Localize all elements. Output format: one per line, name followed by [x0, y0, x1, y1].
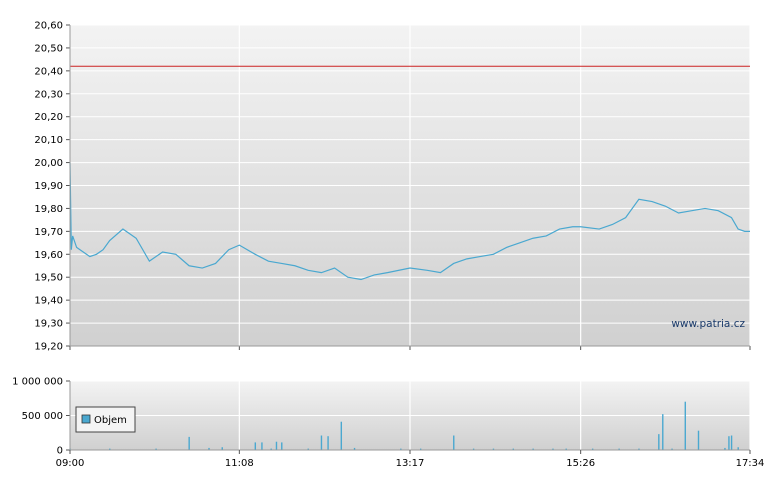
- volume-bar: [400, 448, 402, 450]
- price-grid: [69, 24, 751, 350]
- volume-bar: [684, 401, 686, 450]
- volume-legend: Objem: [75, 406, 136, 433]
- volume-panel: 0 500 000 1 000 000 09:00 11:08 13:17 15:26 17…: [12, 377, 764, 470]
- volume-bar: [512, 448, 514, 450]
- volume-bar: [472, 448, 475, 450]
- volume-bar: [419, 448, 422, 450]
- price-y-tick-label: 20,40: [34, 66, 63, 77]
- volume-bar: [155, 448, 157, 450]
- volume-bar: [671, 448, 673, 450]
- volume-bar: [552, 448, 554, 450]
- watermark-text: www.patria.cz: [671, 318, 745, 330]
- volume-bar: [221, 447, 223, 450]
- volume-bar: [591, 448, 594, 450]
- volume-bar: [728, 436, 730, 450]
- volume-bar: [724, 447, 726, 450]
- price-y-tick-label: 19,50: [34, 273, 63, 284]
- x-tick-label: 17:34: [736, 458, 765, 469]
- volume-bar: [208, 447, 210, 450]
- volume-bar: [281, 442, 283, 450]
- volume-bar: [492, 448, 495, 450]
- volume-grid: [70, 380, 751, 450]
- price-y-tick-label: 19,30: [34, 319, 63, 330]
- legend-swatch: [81, 414, 91, 424]
- volume-bar: [453, 435, 455, 450]
- price-y-tick-label: 20,10: [34, 135, 63, 146]
- price-y-tick-label: 19,80: [34, 204, 63, 215]
- volume-bar: [327, 436, 329, 450]
- volume-bar: [565, 448, 567, 450]
- volume-bar: [638, 448, 640, 450]
- x-tick-label: 11:08: [225, 458, 254, 469]
- x-tick-label: 09:00: [56, 458, 85, 469]
- volume-bar: [320, 435, 323, 450]
- volume-y-tick-label: 1 000 000: [12, 377, 63, 388]
- price-y-axis: 19,20 19,30 19,40 19,50 19,60 19,70 19,80 19,90…: [34, 21, 70, 353]
- volume-x-axis: 09:00 11:08 13:17 15:26 17:34: [56, 450, 765, 469]
- price-y-tick-label: 19,60: [34, 250, 63, 261]
- price-y-tick-label: 20,60: [34, 21, 63, 32]
- x-tick-label: 15:26: [566, 458, 595, 469]
- price-y-tick-label: 20,00: [34, 158, 63, 169]
- volume-y-tick-label: 0: [57, 446, 63, 457]
- price-y-tick-label: 19,70: [34, 227, 63, 238]
- volume-bar: [188, 436, 190, 450]
- volume-bar: [662, 414, 664, 450]
- price-y-tick-label: 19,40: [34, 296, 63, 307]
- volume-bar: [261, 442, 263, 450]
- price-y-tick-label: 20,30: [34, 89, 63, 100]
- volume-y-tick-label: 500 000: [22, 411, 63, 422]
- volume-bar: [532, 448, 534, 450]
- price-y-tick-label: 20,50: [34, 43, 63, 54]
- volume-bar: [270, 448, 272, 450]
- volume-bar: [737, 447, 739, 450]
- volume-y-axis: 0 500 000 1 000 000: [12, 377, 70, 457]
- volume-bar: [109, 448, 111, 450]
- volume-bar: [730, 435, 733, 450]
- volume-bar: [275, 441, 278, 450]
- volume-bar: [254, 442, 257, 450]
- price-series-line: [69, 162, 750, 281]
- price-y-tick-label: 19,20: [34, 342, 63, 353]
- volume-bar: [353, 447, 356, 450]
- volume-bar: [697, 430, 700, 450]
- volume-bar: [340, 421, 343, 450]
- x-tick-label: 13:17: [396, 458, 425, 469]
- price-y-tick-label: 19,90: [34, 181, 63, 192]
- legend-label: Objem: [94, 415, 127, 426]
- volume-bars: [69, 401, 739, 450]
- volume-bar: [618, 448, 620, 450]
- volume-bar: [307, 448, 309, 450]
- price-y-tick-label: 20,20: [34, 112, 63, 123]
- price-panel: 19,20 19,30 19,40 19,50 19,60 19,70 19,80 19,90…: [34, 21, 751, 353]
- volume-bar: [658, 434, 660, 450]
